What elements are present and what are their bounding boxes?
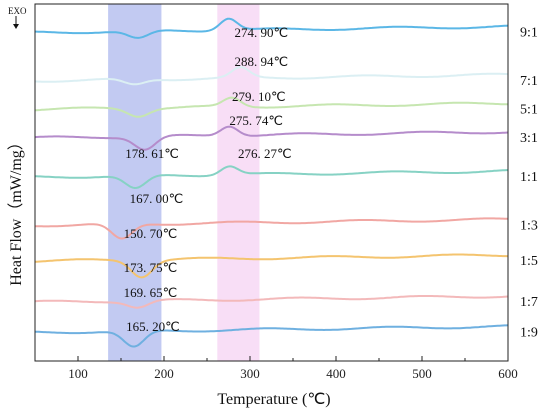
exo-arrow-icon (13, 16, 19, 29)
x-tick-label: 300 (240, 366, 260, 381)
peak-annotation: 275. 74℃ (229, 113, 283, 128)
axes: 100 200 300 400 500 600 (34, 3, 518, 381)
peak-annotation: 279. 10℃ (232, 89, 286, 104)
series-line-5-1 (35, 96, 508, 118)
series-line-1-1 (35, 165, 508, 190)
peak-annotation: 165. 20℃ (126, 319, 180, 334)
ratio-label: 7:1 (520, 74, 538, 89)
x-tick-label: 200 (154, 366, 174, 381)
series-line-7-1 (35, 66, 509, 86)
peak-annotation: 276. 27℃ (238, 146, 292, 161)
series-line-1-9 (34, 324, 509, 348)
ratio-label: 1:7 (520, 295, 538, 310)
peak-annotation: 173. 75℃ (124, 260, 178, 275)
ratio-label: 5:1 (520, 102, 538, 117)
series-line-9-1 (35, 17, 509, 39)
series-line-1-3 (35, 217, 508, 240)
peak-annotation: 167. 00℃ (130, 191, 184, 206)
x-axis-title: Temperature (℃) (217, 391, 330, 408)
ratio-label: 1:3 (520, 218, 538, 233)
exo-label: EXO (8, 6, 27, 16)
peak-annotation: 288. 94℃ (235, 54, 289, 69)
ratio-label: 3:1 (520, 131, 538, 146)
series-line-1-7 (34, 295, 509, 309)
x-tick-label: 100 (68, 366, 88, 381)
peak-annotation: 169. 65℃ (124, 285, 178, 300)
peak-annotation: 178. 61℃ (125, 146, 179, 161)
series-line-1-5 (34, 253, 509, 279)
highlight-bands (108, 4, 260, 361)
peak-annotations: 274. 90℃ 288. 94℃ 279. 10℃ 275. 74℃ 178. 61℃… (124, 25, 292, 334)
x-tick-label: 600 (498, 366, 518, 381)
plot-frame (34, 3, 509, 362)
y-axis-title: Heat Flow（mW/mg） (7, 134, 25, 286)
ratio-label: 9:1 (520, 26, 538, 41)
peak-annotation: 150. 70℃ (124, 226, 178, 241)
series-line-3-1 (34, 125, 509, 151)
x-tick-label: 500 (412, 366, 432, 381)
ratio-labels: 9:1 7:1 5:1 3:1 1:1 1:3 1:5 1:7 1:9 (520, 26, 538, 341)
ratio-label: 1:5 (520, 254, 538, 269)
ratio-label: 1:1 (520, 170, 538, 185)
ratio-label: 1:9 (520, 325, 538, 340)
series-lines (34, 17, 509, 348)
peak-annotation: 274. 90℃ (235, 25, 289, 40)
x-tick-label: 400 (326, 366, 346, 381)
